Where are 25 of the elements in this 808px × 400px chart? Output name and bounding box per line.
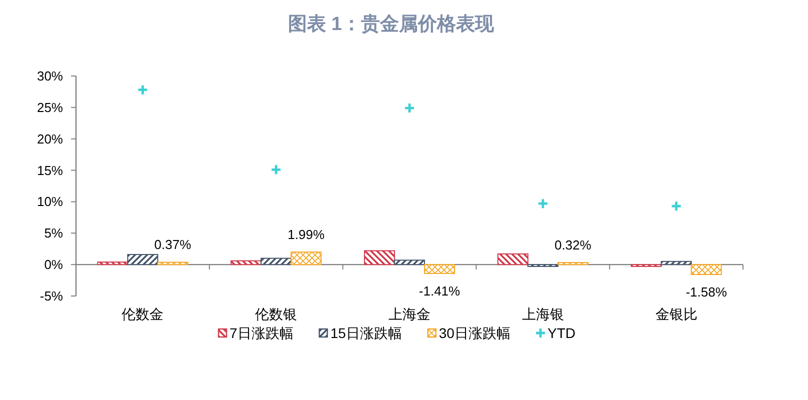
ytick: 20% (36, 131, 63, 146)
legend-item: YTD (534, 325, 576, 341)
ytick: 5% (44, 226, 63, 241)
data-label: -1.58% (686, 284, 727, 300)
ytick: 0% (44, 257, 63, 272)
xtick: 上海银 (522, 306, 564, 322)
ytick: 15% (36, 162, 63, 178)
data-label: 0.37% (154, 237, 192, 252)
legend-label: 7日涨跌幅 (230, 325, 294, 341)
data-label: 0.32% (554, 238, 592, 253)
xtick: 伦数金 (122, 306, 164, 322)
title: 图表 1：贵金属价格表现 (288, 14, 494, 35)
xtick: 上海金 (388, 306, 430, 322)
ytick: 30% (36, 68, 63, 84)
legend-item: 15日涨跌幅 (318, 325, 402, 341)
ytick: 10% (36, 194, 63, 210)
legend-item: 30日涨跌幅 (427, 325, 510, 341)
legend-item: 7日涨跌幅 (218, 325, 294, 341)
legend-label: YTD (547, 325, 576, 341)
data-label: 1.99% (288, 227, 325, 242)
xtick: 伦数银 (255, 306, 298, 322)
ytick: -5% (40, 288, 63, 304)
ytick: 25% (36, 100, 63, 115)
xtick: 金银比 (655, 306, 698, 322)
data-label: -1.41% (418, 283, 460, 298)
